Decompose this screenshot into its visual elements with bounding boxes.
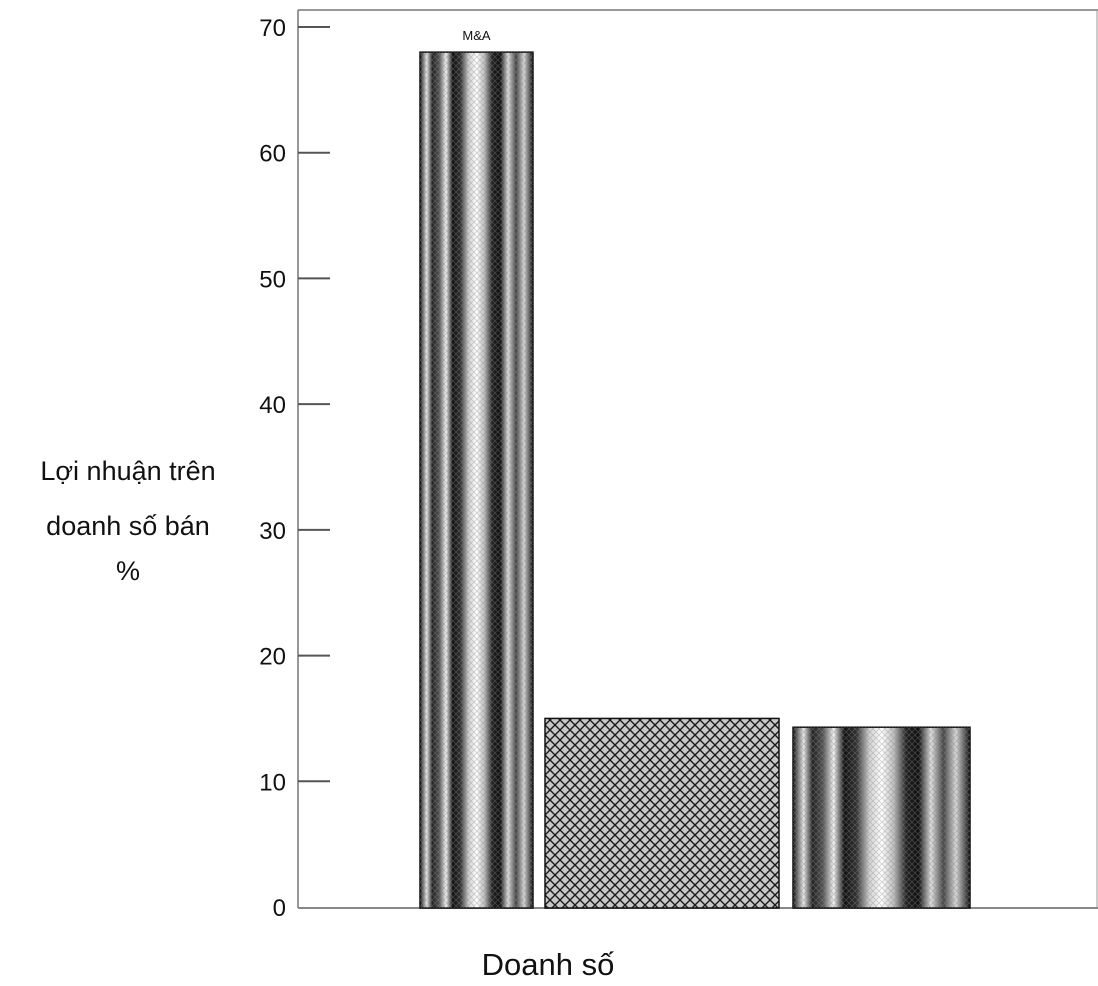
- bar-data-label: M&A: [462, 28, 491, 43]
- y-axis-label-line: doanh số bán: [46, 511, 210, 541]
- y-axis-label-line: %: [116, 556, 140, 586]
- bar-1-texture: [420, 52, 533, 908]
- y-axis-label-line: Lợi nhuận trên: [40, 456, 215, 486]
- y-tick-label: 30: [259, 518, 286, 545]
- bar-2: [544, 717, 780, 909]
- y-tick-label: 0: [273, 895, 286, 922]
- y-tick-label: 20: [259, 644, 286, 671]
- x-axis-label: Doanh số: [482, 947, 615, 981]
- y-tick-label: 50: [259, 266, 286, 293]
- y-tick-label: 60: [259, 141, 286, 168]
- y-tick-label: 10: [259, 769, 286, 796]
- y-tick-label: 40: [259, 392, 286, 419]
- y-tick-label: 70: [259, 15, 286, 42]
- bar-3-texture: [793, 727, 970, 908]
